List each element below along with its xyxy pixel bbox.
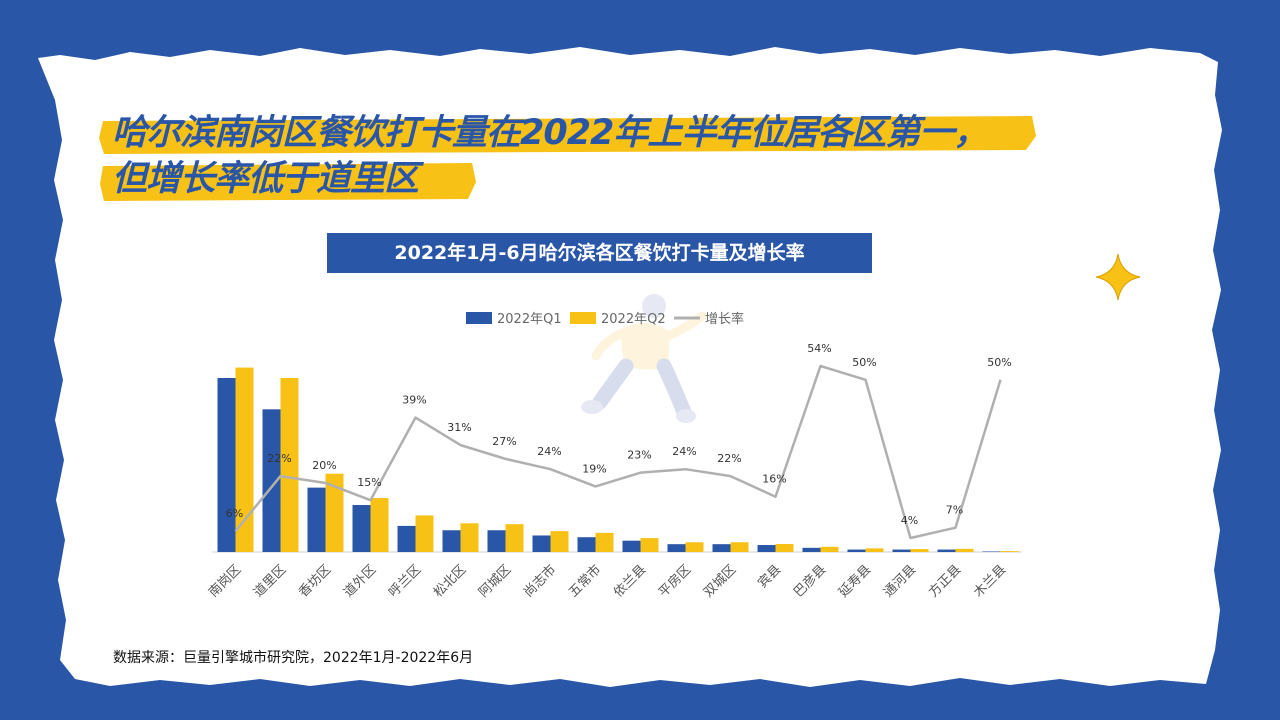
growth-rate-label: 19% xyxy=(582,462,606,475)
x-tick-label: 依兰县 xyxy=(611,562,649,600)
bar-q2 xyxy=(955,548,974,552)
x-tick-label: 香坊区 xyxy=(296,562,334,600)
bar-q2 xyxy=(730,542,749,552)
growth-rate-label: 50% xyxy=(852,356,876,369)
bar-q1 xyxy=(577,537,596,552)
bar-q1 xyxy=(532,535,551,552)
bar-q2 xyxy=(865,548,884,552)
x-tick-label: 阿城区 xyxy=(476,562,514,600)
chart-title: 2022年1月-6月哈尔滨各区餐饮打卡量及增长率 xyxy=(327,233,872,273)
page-title-line-1: 哈尔滨南岗区餐饮打卡量在2022年上半年位居各区第一， xyxy=(112,113,988,153)
bar-q2 xyxy=(640,538,659,552)
bar-q2 xyxy=(1000,551,1019,552)
growth-rate-label: 16% xyxy=(762,473,786,486)
legend-label-growth: 增长率 xyxy=(705,311,744,327)
x-tick-label: 延寿县 xyxy=(836,562,874,600)
running-person-illustration xyxy=(581,294,707,423)
bar-q1 xyxy=(622,540,641,552)
sparkle-icon xyxy=(1095,253,1141,301)
growth-rate-label: 6% xyxy=(226,507,243,520)
legend-swatch-q2 xyxy=(570,312,596,324)
x-tick-label: 尚志市 xyxy=(520,562,559,601)
growth-rate-line xyxy=(234,364,1002,540)
bar-q1 xyxy=(262,409,281,552)
x-tick-label: 道外区 xyxy=(341,562,379,600)
growth-rate-label: 22% xyxy=(267,452,291,465)
bar-q1 xyxy=(802,547,821,552)
bar-q1 xyxy=(397,525,416,552)
bar-q1 xyxy=(757,545,776,552)
x-tick-label: 道里区 xyxy=(251,562,289,600)
bar-q2 xyxy=(460,523,479,552)
bar-q1 xyxy=(487,530,506,552)
bar-q2 xyxy=(505,524,524,552)
bar-q1 xyxy=(712,544,731,552)
bar-q2 xyxy=(325,473,344,552)
growth-rate-label: 7% xyxy=(946,504,963,517)
bar-q1 xyxy=(937,549,956,552)
bar-q2 xyxy=(595,532,614,552)
legend-label-q2: 2022年Q2 xyxy=(601,312,666,327)
legend-label-q1: 2022年Q1 xyxy=(497,312,562,327)
bar-q1 xyxy=(847,549,866,552)
growth-rate-label: 15% xyxy=(357,476,381,489)
x-tick-label: 巴彦县 xyxy=(790,562,829,601)
x-tick-label: 松北区 xyxy=(431,562,469,600)
title-highlight-1 xyxy=(99,116,1036,154)
bar-q1 xyxy=(442,530,461,552)
x-tick-label: 木兰县 xyxy=(971,562,1009,600)
bar-q2 xyxy=(235,367,254,552)
growth-rate-label: 50% xyxy=(987,356,1011,369)
legend-swatch-q1 xyxy=(466,312,492,324)
bar-q2 xyxy=(370,498,389,552)
bar-q2 xyxy=(280,378,299,552)
growth-rate-label: 4% xyxy=(901,514,918,527)
growth-rate-label: 27% xyxy=(492,435,516,448)
bar-q1 xyxy=(352,505,371,552)
x-tick-label: 方正县 xyxy=(925,562,964,601)
bar-q1 xyxy=(217,378,236,552)
bar-q1 xyxy=(307,487,326,552)
x-tick-label: 宾县 xyxy=(755,562,785,592)
growth-rate-label: 24% xyxy=(537,445,561,458)
growth-rate-label: 31% xyxy=(447,421,471,434)
bar-q2 xyxy=(820,546,839,552)
growth-rate-label: 20% xyxy=(312,459,336,472)
x-tick-label: 通河县 xyxy=(881,562,919,600)
x-tick-label: 双城区 xyxy=(701,562,739,600)
x-tick-label: 平房区 xyxy=(655,562,694,601)
x-tick-label: 五常市 xyxy=(565,562,604,601)
growth-rate-label: 39% xyxy=(402,394,426,407)
growth-rate-label: 23% xyxy=(627,449,651,462)
bar-q2 xyxy=(415,515,434,552)
growth-rate-label: 22% xyxy=(717,452,741,465)
bar-q2 xyxy=(775,543,794,552)
page-title-line-2: 但增长率低于道里区 xyxy=(112,159,419,199)
title-highlight-2 xyxy=(100,163,476,201)
bar-q1 xyxy=(892,549,911,552)
bar-q2 xyxy=(550,531,569,552)
growth-rate-label: 54% xyxy=(807,342,831,355)
bar-q1 xyxy=(667,544,686,552)
x-tick-label: 南岗区 xyxy=(205,562,244,601)
bar-q1 xyxy=(982,551,1001,552)
data-source-note: 数据来源：巨量引擎城市研究院，2022年1月-2022年6月 xyxy=(113,650,474,666)
bar-q2 xyxy=(685,542,704,552)
x-tick-label: 呼兰区 xyxy=(386,562,424,600)
growth-rate-label: 24% xyxy=(672,445,696,458)
bar-q2 xyxy=(910,549,929,552)
